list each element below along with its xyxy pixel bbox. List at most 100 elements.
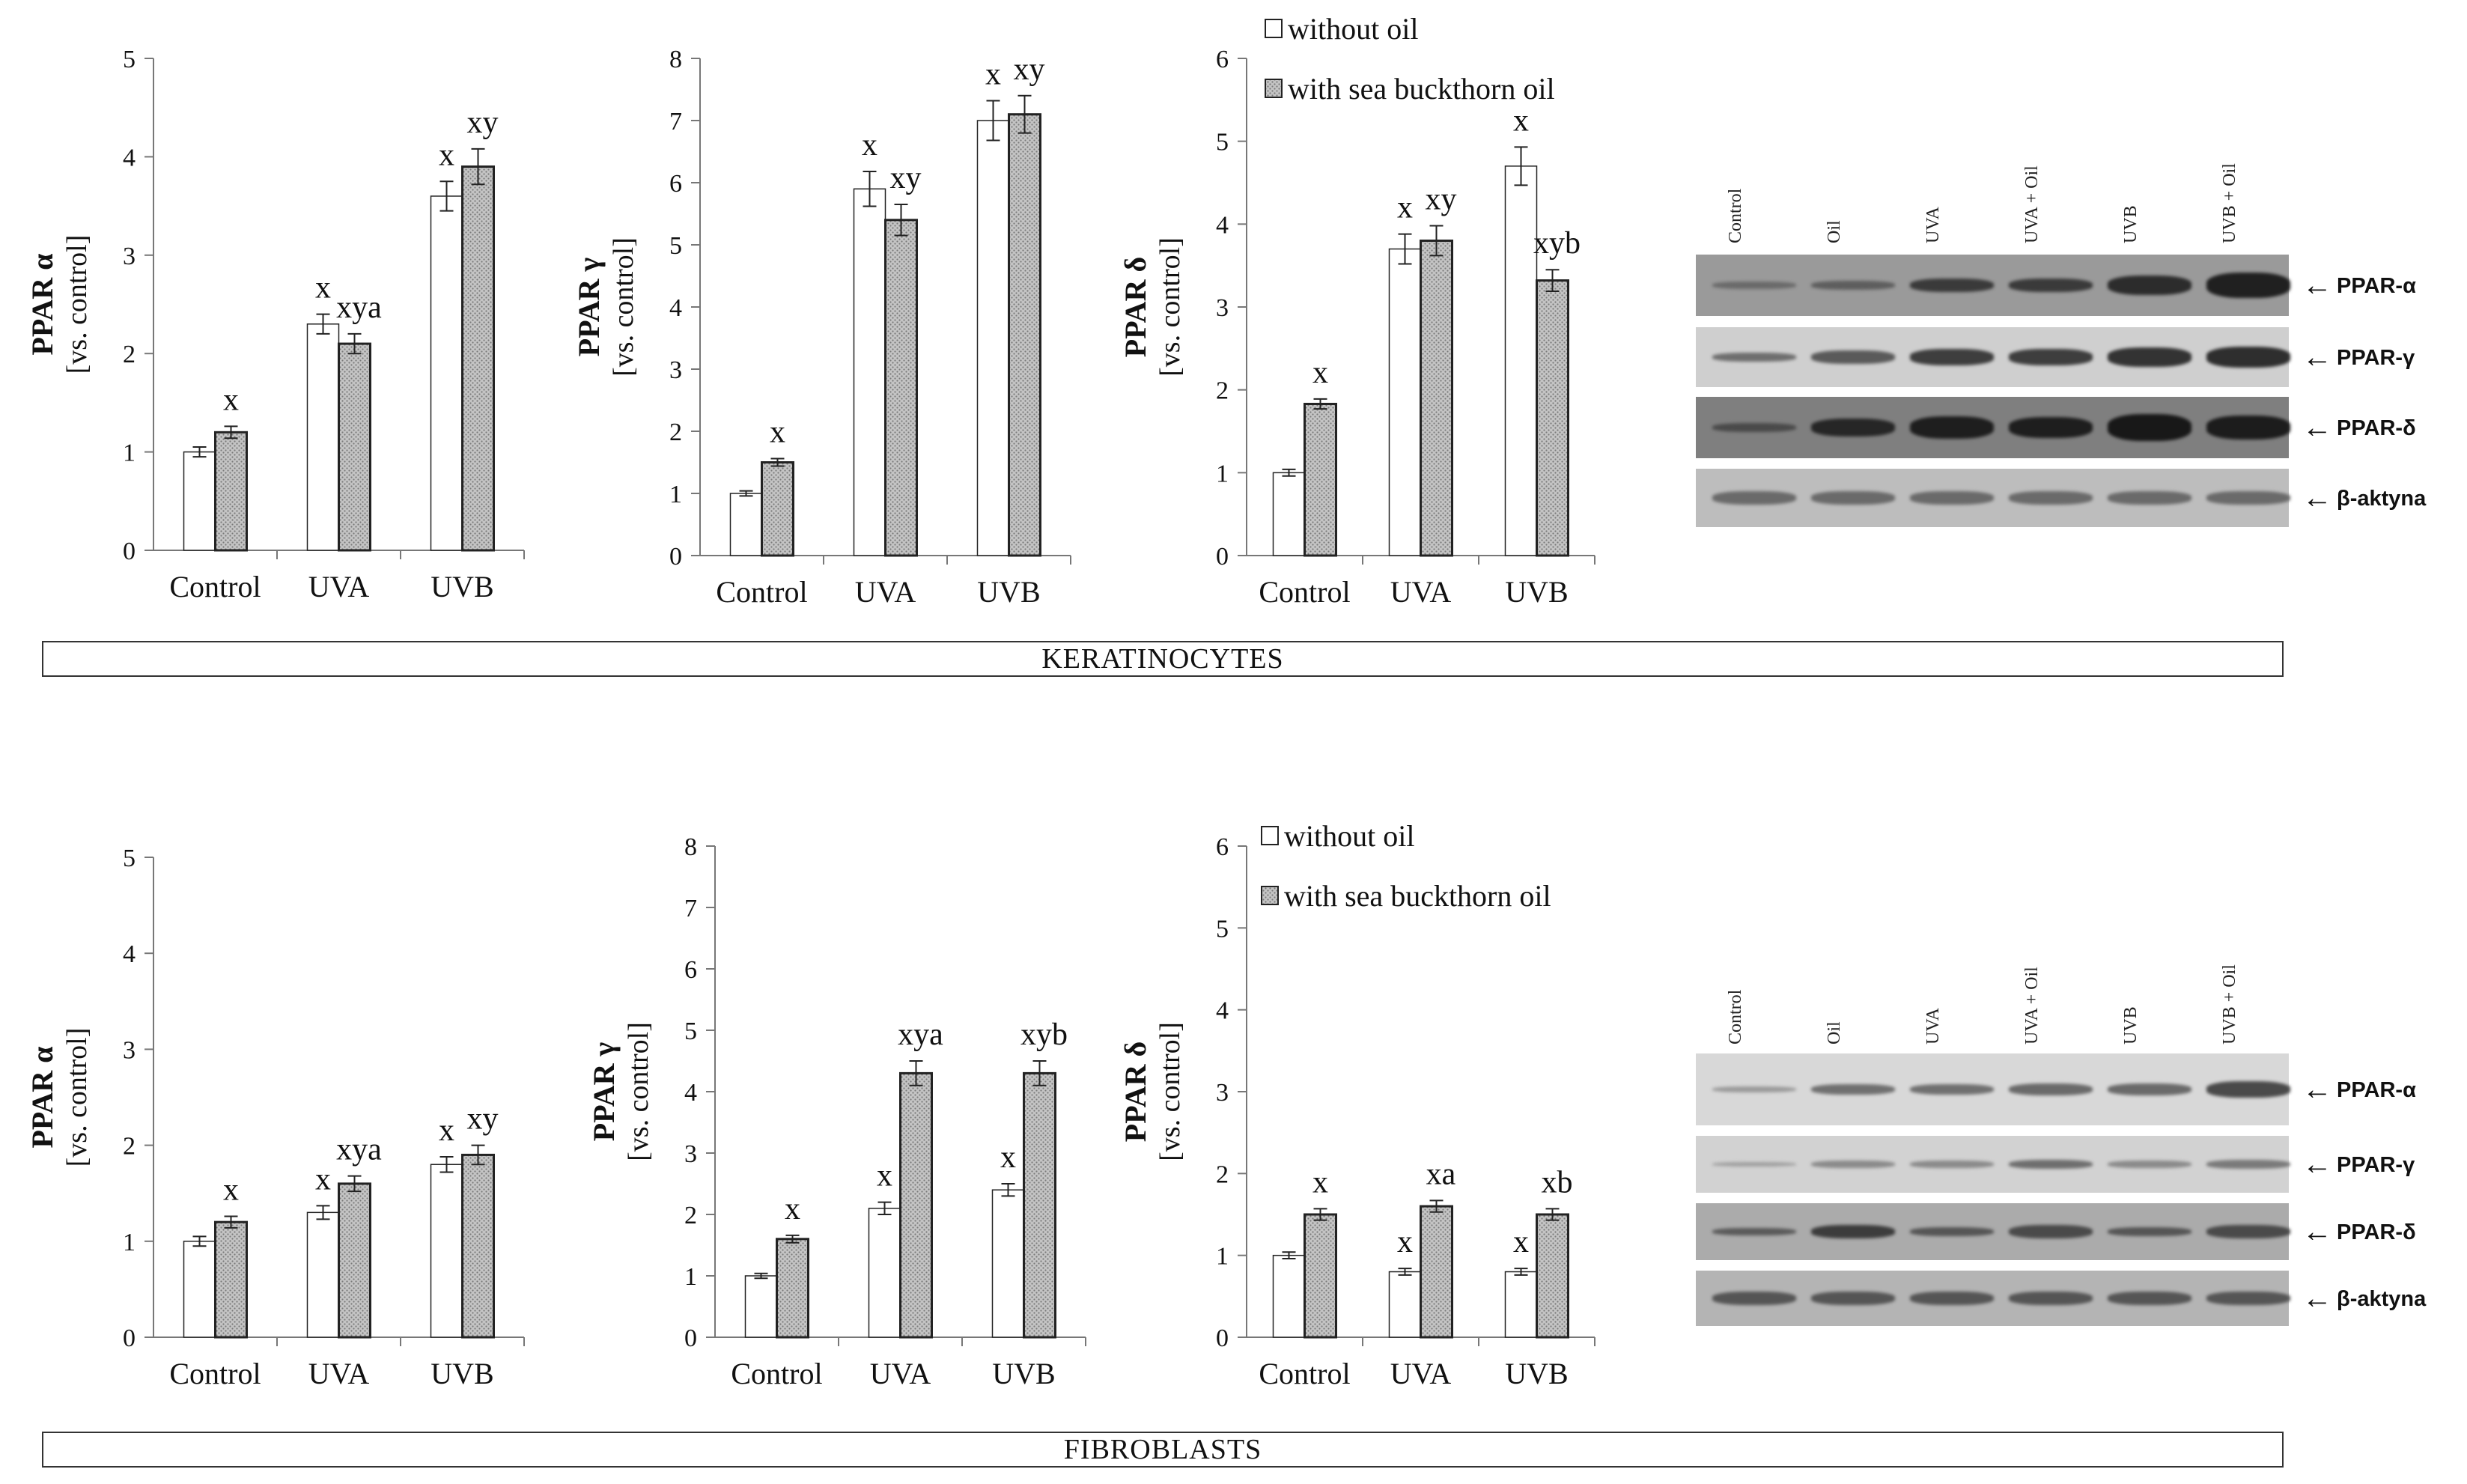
k-gamma-y-tick-label: 2 [669, 419, 682, 446]
blot-band [1712, 1292, 1796, 1305]
left-arrow-icon: ← [2302, 341, 2332, 374]
f-alpha-significance-label: xy [467, 1102, 499, 1137]
blot-band [1712, 491, 1796, 505]
k-delta-y-title: PPAR δ [1119, 257, 1152, 357]
blot-row-name: PPAR-δ [2337, 1220, 2416, 1244]
f-gamma-bar-with-oil [1023, 1071, 1056, 1339]
left-arrow-icon: ← [2302, 1215, 2332, 1248]
blot-band [1712, 1086, 1796, 1092]
f-alpha-significance-label: x [223, 1173, 239, 1207]
k-alpha-bar-without-oil [183, 451, 216, 551]
f-alpha-bar-without-oil [306, 1211, 340, 1338]
k-gamma-bar-with-oil [761, 461, 794, 557]
k-gamma-bar-with-oil [884, 219, 918, 557]
k-delta-x-label: Control [1259, 575, 1350, 609]
k-gamma-y-tick-label: 7 [669, 108, 682, 136]
k-alpha-x-label: UVB [431, 570, 493, 603]
blot-band [1811, 1084, 1895, 1095]
k-delta-y-tick-label: 4 [1216, 211, 1229, 239]
f-delta-significance-label: xb [1542, 1165, 1573, 1199]
f-alpha-y-tick-label: 4 [123, 940, 136, 968]
blot-band [2009, 417, 2093, 438]
f-alpha-y-subtitle: [vs. control] [61, 1028, 93, 1167]
k-alpha-bar-with-oil [461, 165, 495, 552]
blot-band [1811, 491, 1895, 505]
k-delta-significance-label: x [1397, 191, 1413, 225]
blot-strip [1696, 327, 2290, 387]
blot-band [2108, 1292, 2191, 1305]
blot-band [2108, 276, 2191, 295]
f-gamma-bar-without-oil [991, 1189, 1025, 1338]
blot-lane-label: Control [1726, 188, 1745, 243]
f-delta-y-tick-label: 1 [1216, 1243, 1229, 1271]
k-gamma-significance-label: xy [890, 161, 922, 195]
f-gamma-bar-without-oil [868, 1208, 901, 1338]
k-gamma-bar-without-oil [853, 188, 886, 556]
blot-band [2009, 491, 2093, 505]
k-gamma-significance-label: x [862, 128, 877, 162]
blot-lane-label: UVA [1923, 1008, 1943, 1044]
k-delta-bar-with-oil [1536, 279, 1569, 557]
f-alpha-bar-without-oil [430, 1164, 463, 1338]
blot-row-label: ← PPAR-γ [2302, 341, 2415, 374]
blot-band [2009, 1292, 2093, 1305]
f-delta-bar-without-oil [1388, 1271, 1422, 1338]
blot-lane-label: UVA + Oil [2022, 967, 2042, 1044]
k-delta-significance-label: xy [1426, 183, 1457, 217]
f-delta-bar-without-oil [1272, 1254, 1306, 1338]
blot-band [2206, 1081, 2290, 1098]
f-gamma-significance-label: x [877, 1159, 892, 1193]
blot-band [1910, 349, 1994, 365]
f-gamma-x-label: Control [731, 1357, 822, 1390]
f-delta-significance-label: x [1312, 1165, 1328, 1199]
blot-band [1811, 350, 1895, 364]
legend-label-with-oil: with sea buckthorn oil [1288, 72, 1555, 106]
blot-band [1910, 416, 1994, 439]
k-gamma-bar-with-oil [1008, 113, 1041, 557]
blot-lane-label: Oil [1825, 220, 1844, 243]
blot-row-name: β-aktyna [2337, 1287, 2427, 1311]
blot-band [1811, 1225, 1895, 1238]
f-alpha-y-tick-label: 0 [123, 1325, 136, 1352]
blot-lane-labels: Control Oil UVA UVA + Oil UVB UVB + Oil [1696, 932, 2265, 1044]
k-gamma-y-tick-label: 5 [669, 232, 682, 260]
blot-strip [1696, 1136, 2290, 1193]
blot-strip [1696, 469, 2290, 527]
k-alpha-y-tick-label: 3 [123, 243, 136, 270]
k-alpha-x-label: Control [169, 570, 261, 603]
f-gamma-y-tick-label: 5 [684, 1018, 697, 1045]
f-delta-significance-label: x [1513, 1225, 1529, 1259]
k-delta-y-tick-label: 3 [1216, 294, 1229, 322]
blot-lane-label: Control [1726, 989, 1745, 1044]
blot-row-label: ← PPAR-α [2302, 269, 2416, 302]
f-delta-significance-label: x [1397, 1225, 1413, 1259]
f-alpha-significance-label: x [439, 1113, 454, 1148]
k-gamma-y-title: PPAR γ [572, 258, 606, 357]
k-gamma-x-label: UVB [977, 575, 1040, 609]
blot-band [2009, 1225, 2093, 1238]
f-delta-y-subtitle: [vs. control] [1155, 1022, 1186, 1161]
blot-band [1910, 1292, 1994, 1305]
f-delta-y-title: PPAR δ [1119, 1041, 1152, 1142]
k-gamma-y-tick-label: 4 [669, 294, 682, 322]
legend-label-without-oil: without oil [1288, 12, 1418, 46]
f-gamma-significance-label: x [1000, 1140, 1016, 1175]
blot-lane-label: UVB [2121, 205, 2141, 243]
f-delta-x-label: UVB [1505, 1357, 1568, 1390]
blot-lane-label: UVB + Oil [2220, 163, 2239, 243]
f-alpha-significance-label: xya [336, 1133, 382, 1167]
blot-band [1712, 1228, 1796, 1235]
blot-band [1811, 281, 1895, 290]
legend-swatch-without-oil [1265, 19, 1283, 38]
f-delta-x-label: Control [1259, 1357, 1350, 1390]
k-delta-bar-with-oil [1304, 402, 1337, 557]
blot-band [2009, 1160, 2093, 1169]
blot-band [1910, 1084, 1994, 1095]
f-delta-bar-with-oil [1536, 1213, 1569, 1339]
blot-lane-label: UVA + Oil [2022, 165, 2042, 243]
blot-band [2108, 1161, 2191, 1168]
f-delta-bar-without-oil [1504, 1271, 1538, 1338]
blot-band [2206, 491, 2290, 505]
k-delta-bar-without-oil [1388, 248, 1422, 556]
